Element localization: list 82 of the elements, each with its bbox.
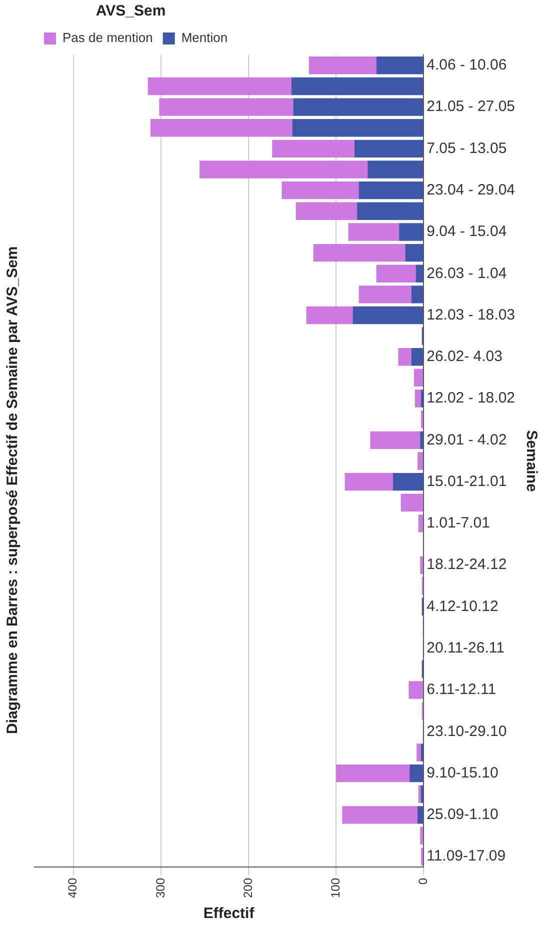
bar	[414, 390, 421, 408]
bar	[357, 202, 424, 220]
y-axis-title: Semaine	[522, 430, 540, 492]
y-tick-label: 7.05 - 13.05	[426, 140, 507, 157]
bar	[358, 286, 412, 304]
bar	[398, 348, 412, 366]
bar	[414, 368, 423, 387]
y-tick-label: 15.01-21.01	[426, 472, 507, 490]
bar	[411, 286, 424, 304]
x-tick-label: 0	[416, 878, 430, 885]
bar	[420, 744, 424, 762]
bar	[408, 681, 424, 699]
legend-label: Pas de mention	[62, 30, 153, 46]
bar	[308, 56, 376, 74]
y-tick-label: 12.03 - 18.03	[426, 306, 516, 324]
bar	[420, 431, 424, 450]
bar	[392, 472, 424, 491]
bar	[417, 452, 423, 470]
bar	[405, 244, 424, 262]
y-tick-label: 9.10-15.10	[426, 764, 498, 782]
bar	[159, 98, 294, 116]
bar	[420, 410, 424, 428]
bar	[410, 764, 424, 782]
bar	[336, 764, 410, 782]
bar	[313, 244, 406, 262]
y-tick-label: 1.01-7.01	[426, 514, 490, 532]
y-tick-label: 4.06 - 10.06	[426, 56, 507, 74]
bar	[293, 98, 424, 116]
bar	[306, 306, 353, 324]
y-tick-label: 9.04 - 15.04	[426, 223, 507, 240]
bar	[296, 202, 358, 220]
legend-label: Mention	[181, 30, 228, 46]
bar	[282, 181, 359, 200]
legend-title: AVS_Sem	[96, 2, 166, 20]
x-tick-label: 200	[240, 878, 255, 898]
y-tick-label: 26.03 - 1.04	[426, 264, 507, 282]
bar	[376, 56, 424, 74]
bar	[148, 77, 292, 96]
bar	[400, 494, 424, 512]
y-tick-label: 18.12-24.12	[426, 556, 507, 574]
bar	[344, 472, 393, 491]
bar	[420, 848, 424, 866]
bar	[150, 119, 292, 137]
bar	[418, 514, 424, 532]
bar	[354, 140, 424, 158]
y-tick-label: 6.11-12.11	[426, 681, 496, 698]
bar	[420, 785, 424, 803]
text: Diagramme en Barres : superposé Effectif de Semaine par AVS_Sem	[4, 245, 22, 736]
bar	[348, 223, 400, 241]
y-tick-label: 4.12-10.12	[426, 598, 498, 615]
bar	[417, 806, 424, 824]
y-tick-label: 12.02 - 18.02	[426, 390, 516, 407]
x-tick-label: 400	[66, 878, 80, 898]
bar	[420, 556, 424, 574]
bar	[416, 264, 424, 282]
y-tick-label: 11.09-17.09	[426, 848, 506, 865]
bar	[420, 390, 424, 408]
bar	[370, 431, 420, 450]
bar	[358, 181, 424, 200]
y-tick-label: 29.01 - 4.02	[426, 431, 507, 448]
y-tick-label: 23.04 - 29.04	[426, 181, 516, 198]
x-axis-title: Effectif	[203, 905, 256, 922]
y-tick-label: 23.10-29.10	[426, 722, 507, 740]
bar	[418, 785, 421, 803]
bar	[292, 119, 424, 137]
x-tick-label: 100	[328, 878, 342, 898]
bar	[416, 744, 421, 762]
bar	[411, 348, 424, 366]
y-tick-label: 25.09-1.10	[426, 806, 498, 824]
bar	[368, 160, 424, 178]
bar	[399, 223, 424, 241]
bar	[352, 306, 424, 324]
x-tick-label: 300	[153, 878, 168, 898]
bar	[342, 806, 418, 824]
y-tick-label: 21.05 - 27.05	[426, 98, 516, 116]
bar	[376, 264, 416, 282]
bar	[272, 140, 354, 158]
bar	[420, 826, 424, 845]
bar	[199, 160, 368, 178]
y-tick-label: 26.02- 4.03	[426, 348, 503, 366]
bar	[291, 77, 424, 96]
y-tick-label: 20.11-26.11	[426, 640, 504, 657]
